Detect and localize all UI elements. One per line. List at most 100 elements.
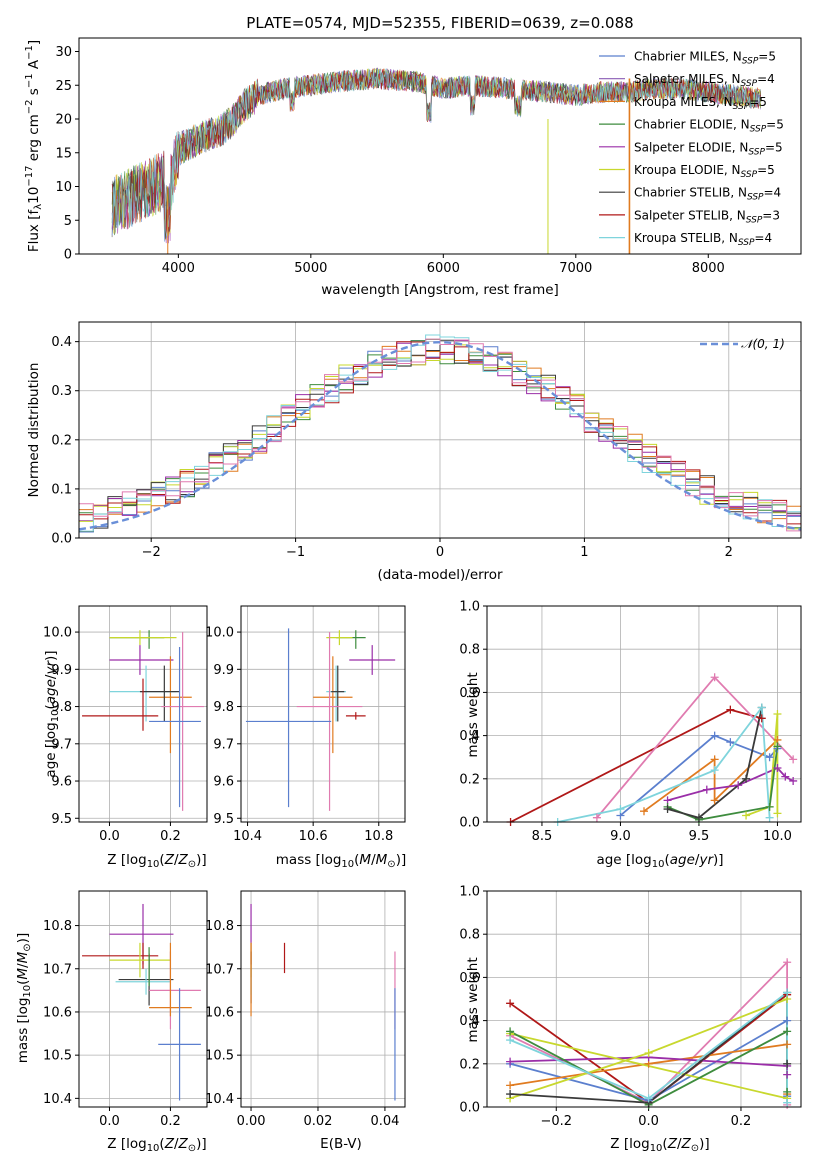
weight-point-marker [710,755,719,764]
weight-vs-Z-ytick-label: 0.4 [459,1014,480,1029]
spectrum-panel: PLATE=0574, MJD=52355, FIBERID=0639, z=0… [24,14,802,298]
weight-vs-age-frame [486,605,802,823]
spectrum-ytick-label: 25 [55,79,72,94]
weight-point-marker [506,1036,515,1045]
weight-point-marker [663,805,672,814]
weight-point-marker [789,755,798,764]
normal-reference-curve [79,340,801,531]
legend-label: Salpeter STELIB, NSSP=3 [634,208,780,225]
mass-vs-ebv-ytick-label: 10.7 [205,962,234,977]
weight-point-marker [781,772,790,781]
weight-vs-age-ytick-label: 1.0 [459,600,480,615]
spectrum-ytick-label: 20 [55,113,72,128]
weight-point-marker [789,776,798,785]
mass-vs-Z-xtick-label: 0.0 [99,1114,120,1129]
weight-vs-z-ylabel: mass weight [465,957,481,1042]
weight-point-marker [726,738,735,747]
age-vs-Z-ytick-label: 9.5 [51,812,72,827]
age-vs-Z-ytick-label: 9.6 [51,775,72,790]
residuals-xtick-label: 1 [580,545,588,560]
weight-vs-age-ylabel: mass weight [465,672,481,757]
spectrum-ylabel: Flux [fλ10−17 erg cm−2 s−1 A−1] [24,40,44,252]
mass-vs-Z-marks [82,903,201,1101]
weight-point-marker [773,809,782,818]
age-vs-mass-marks [245,628,396,811]
mass-vs-z-ylabel: mass [log10(M/M⊙)] [15,933,33,1063]
weight-point-marker [644,1094,653,1103]
weight-point-marker [783,1098,792,1107]
mass-vs-ebv-xlabel: E(B-V) [320,1136,362,1152]
weight-vs-Z-xtick-label: 0.2 [731,1114,752,1129]
residuals-frame [78,321,802,539]
residual-histogram-step [79,334,801,532]
weight-vs-age-ytick-label: 0.8 [459,643,480,658]
spectrum-xlabel: wavelength [Angstrom, rest frame] [321,282,559,298]
legend-label: Chabrier ELODIE, NSSP=5 [634,118,784,135]
weight-point-marker [734,781,743,790]
spectrum-xtick-label: 8000 [692,261,725,276]
weight-point-marker [757,714,766,723]
weight-vs-age-xtick-label: 10.0 [763,829,792,844]
weight-point-marker [783,1040,792,1049]
age-vs-mass-panel: 10.4 10.6 10.8 9.5 9.6 9.7 9.8 9.9 10.0 mass [lo… [205,605,406,870]
weight-vs-age-ytick-label: 0.4 [459,729,480,744]
normal-legend-label: 𝒩(0, 1) [741,337,785,351]
weight-vs-Z-ytick-label: 0.8 [459,928,480,943]
spectrum-ytick-label: 30 [55,45,72,60]
weight-point-marker [742,811,751,820]
spectrum-model-line [111,68,761,238]
residuals-xtick-label: 0 [436,545,444,560]
age-vs-Z-ytick-label: 10.0 [43,626,72,641]
weight-point-marker [506,1057,515,1066]
weight-point-marker [783,1027,792,1036]
mass-vs-ebv-panel: 0.00 0.02 0.04 10.4 10.5 10.6 10.7 10.8 E(B-V) [205,890,406,1152]
weight-vs-Z-ytick-label: 1.0 [459,885,480,900]
age-vs-mass-xtick-label: 10.8 [364,829,393,844]
weight-vs-Z-xtick-label: 0.0 [638,1114,659,1129]
weight-vs-age-ytick-label: 0.0 [459,816,480,831]
age-vs-z-ylabel: age [log10(age/yr)] [43,650,61,777]
residuals-plot-area: −2 −1 0 1 2 0.0 0.1 0.2 0.3 0.4 [51,321,802,560]
mass-vs-Z-ytick-label: 10.7 [43,962,72,977]
mass-vs-z-plot-area: 0.0 0.2 10.4 10.5 10.6 10.7 10.8 [43,890,208,1129]
weight-vs-Z-ytick-label: 0.2 [459,1057,480,1072]
weight-vs-age-xtick-label: 9.0 [610,829,631,844]
weight-vs-age-xtick-label: 8.5 [532,829,553,844]
residuals-legend: 𝒩(0, 1) [700,337,785,351]
spectrum-model-line [111,68,761,241]
legend-label: Chabrier MILES, NSSP=5 [634,50,776,67]
age-vs-Z-ytick-label: 9.8 [51,700,72,715]
residuals-panel: −2 −1 0 1 2 0.0 0.1 0.2 0.3 0.4 (data-model)/erro… [26,321,802,583]
weight-vs-age-plot-area: 8.5 9.0 9.5 10.0 0.0 0.2 0.4 0.6 0.8 1.0 [459,600,802,844]
mass-vs-ebv-xtick-label: 0.04 [370,1114,399,1129]
age-vs-Z-xtick-label: 0.0 [99,829,120,844]
age-vs-Z-ytick-label: 9.7 [51,737,72,752]
weight-vs-z-xlabel: Z [log10(Z/Z⊙)] [610,1136,709,1154]
age-vs-mass-ytick-label: 9.9 [213,663,234,678]
legend-label: Chabrier STELIB, NSSP=4 [634,186,781,203]
weight-point-marker [765,753,774,762]
weight-point-marker [710,796,719,805]
mass-vs-ebv-marks [250,903,396,1101]
age-vs-Z-marks [82,630,204,811]
residuals-ytick-label: 0.0 [51,532,72,547]
weight-point-marker [773,764,782,772]
spectrum-model-line [111,68,761,236]
spectrum-xtick-label: 5000 [294,261,327,276]
residual-histogram-step [79,341,801,525]
residuals-xtick-label: −1 [286,545,305,560]
residuals-marks [79,334,801,533]
weight-vs-z-panel: −0.2 0.0 0.2 0.0 0.2 0.4 0.6 0.8 1.0 Z [log10(Z/… [459,885,802,1154]
spectrum-ytick-label: 0 [64,248,72,263]
weight-point-marker [726,705,735,714]
weight-vs-age-panel: 8.5 9.0 9.5 10.0 0.0 0.2 0.4 0.6 0.8 1.0 age [log… [459,600,802,870]
age-vs-mass-ytick-label: 9.6 [213,775,234,790]
weight-point-marker [644,1049,653,1057]
weight-point-marker [783,1070,792,1079]
weight-point-marker [765,802,774,811]
weight-point-marker [506,1090,515,1099]
legend-label: Kroupa STELIB, NSSP=4 [634,231,772,248]
weight-point-marker [710,731,719,740]
residual-histogram-step [79,344,801,530]
mass-vs-Z-ytick-label: 10.5 [43,1049,72,1064]
